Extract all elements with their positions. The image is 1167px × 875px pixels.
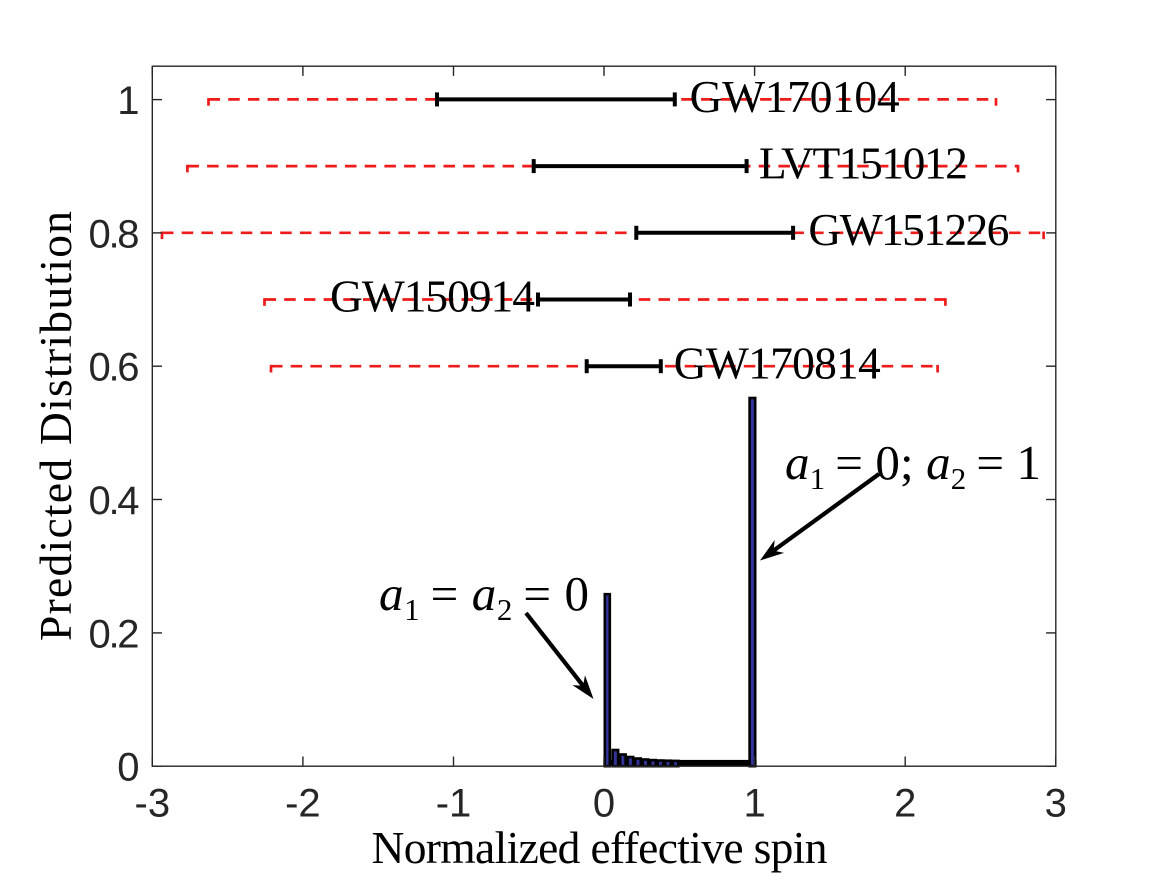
svg-text:1: 1 — [117, 79, 139, 123]
svg-text:0: 0 — [593, 781, 615, 825]
svg-text:GW151226: GW151226 — [808, 204, 1009, 255]
svg-text:-1: -1 — [436, 781, 472, 825]
svg-text:-3: -3 — [135, 781, 171, 825]
svg-text:LVT151012: LVT151012 — [759, 137, 968, 188]
svg-text:0.4: 0.4 — [89, 479, 140, 523]
svg-text:a1 = 0; a2 = 1: a1 = 0; a2 = 1 — [785, 435, 1041, 496]
svg-text:GW170104: GW170104 — [690, 71, 900, 122]
svg-text:0: 0 — [117, 746, 139, 790]
svg-text:-2: -2 — [285, 781, 321, 825]
svg-text:1: 1 — [743, 781, 765, 825]
svg-text:2: 2 — [894, 781, 916, 825]
svg-text:0.2: 0.2 — [89, 612, 140, 656]
svg-text:GW150914: GW150914 — [330, 271, 535, 322]
svg-text:Predicted Distribution: Predicted Distribution — [30, 211, 81, 641]
svg-text:GW170814: GW170814 — [674, 337, 881, 388]
svg-text:0.6: 0.6 — [89, 346, 140, 390]
svg-text:Normalized effective spin: Normalized effective spin — [372, 822, 828, 873]
svg-text:3: 3 — [1045, 781, 1067, 825]
svg-text:0.8: 0.8 — [89, 212, 140, 256]
svg-text:a1 = a2 = 0: a1 = a2 = 0 — [379, 566, 589, 627]
